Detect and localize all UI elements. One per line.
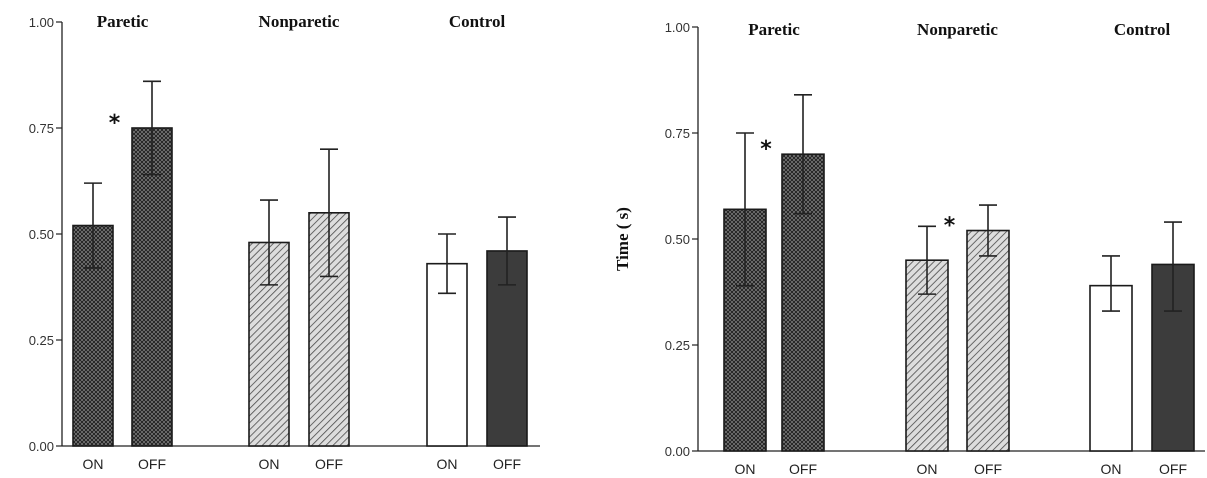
group-label: Nonparetic (259, 12, 340, 31)
x-category-label: OFF (493, 456, 521, 472)
bar-paretic-off (131, 127, 173, 447)
bar-control-on (1089, 284, 1133, 452)
significance-star: * (109, 111, 121, 136)
x-category-label: ON (83, 456, 104, 472)
x-category-label: ON (259, 456, 280, 472)
x-category-label: ON (437, 456, 458, 472)
y-axis-label: Time ( s) (613, 207, 632, 271)
x-category-label: ON (1101, 461, 1122, 477)
group-label: Paretic (97, 12, 149, 31)
y-tick-label: 0.75 (665, 126, 690, 141)
y-tick-label: 1.00 (665, 20, 690, 35)
y-tick-label: 0.50 (29, 227, 54, 242)
bar-nonparetic-off (966, 229, 1010, 452)
x-category-label: OFF (138, 456, 166, 472)
y-tick-label: 0.25 (665, 338, 690, 353)
group-label: Control (449, 12, 506, 31)
chart-panel-right: 0.00 0.25 0.50 0.75 1.00 Time ( s) Paretic ON OF… (613, 20, 1205, 477)
y-tick-label: 0.00 (29, 439, 54, 454)
x-category-label: OFF (974, 461, 1002, 477)
x-category-label: OFF (1159, 461, 1187, 477)
bar-nonparetic-off (308, 212, 350, 447)
group-label: Nonparetic (917, 20, 998, 39)
x-category-label: OFF (315, 456, 343, 472)
bar-nonparetic-on (248, 241, 290, 447)
significance-star: * (760, 137, 772, 162)
significance-star: * (944, 214, 956, 239)
x-category-label: ON (735, 461, 756, 477)
chart-panel-left: 0.00 0.25 0.50 0.75 1.00 Paretic ON OFF * Nonpare… (29, 12, 540, 472)
y-tick-label: 1.00 (29, 15, 54, 30)
x-category-label: ON (917, 461, 938, 477)
y-tick-label: 0.00 (665, 444, 690, 459)
y-tick-label: 0.25 (29, 333, 54, 348)
y-tick-label: 0.75 (29, 121, 54, 136)
y-tick-label: 0.50 (665, 232, 690, 247)
group-label: Paretic (748, 20, 800, 39)
x-category-label: OFF (789, 461, 817, 477)
group-label: Control (1114, 20, 1171, 39)
